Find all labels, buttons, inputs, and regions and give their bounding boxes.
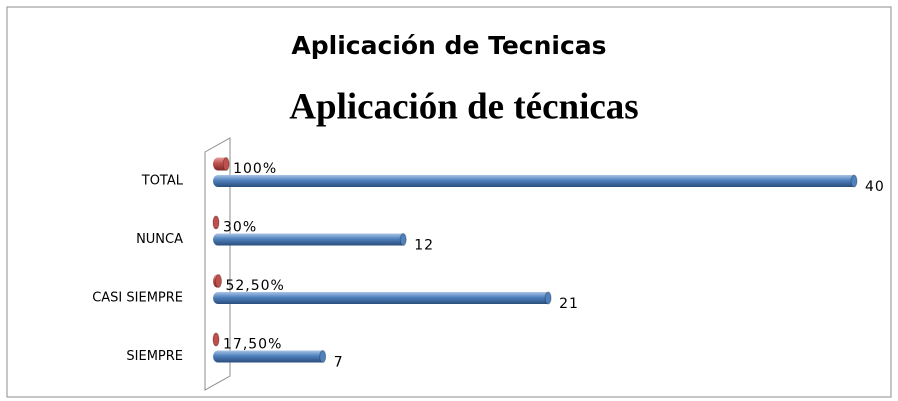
bar-cap bbox=[319, 350, 327, 363]
bar bbox=[213, 292, 552, 304]
data-label: 21 bbox=[559, 296, 579, 312]
data-label: 17,50% bbox=[223, 337, 282, 353]
chart-frame bbox=[6, 6, 892, 398]
chart-title: Aplicación de Tecnicas bbox=[291, 31, 606, 60]
bar-cap bbox=[212, 215, 220, 230]
data-label: 52,50% bbox=[225, 278, 284, 294]
data-label: 30% bbox=[223, 220, 257, 236]
y-tick-label: NUNCA bbox=[136, 232, 183, 247]
bar-cap bbox=[850, 174, 858, 188]
data-label: 100% bbox=[233, 161, 277, 177]
bar bbox=[213, 350, 326, 363]
bar-cap bbox=[214, 274, 222, 288]
y-tick-label: SIEMPRE bbox=[126, 349, 183, 364]
axis-wall bbox=[204, 137, 231, 391]
data-label: 12 bbox=[414, 238, 434, 254]
y-tick-label: CASI SIEMPRE bbox=[92, 291, 183, 306]
bar-cap bbox=[222, 157, 230, 171]
bar-cap bbox=[399, 233, 407, 246]
bar-cap bbox=[212, 332, 220, 347]
bar bbox=[213, 175, 857, 187]
bar-cap bbox=[544, 291, 552, 305]
data-label: 40 bbox=[865, 179, 885, 195]
y-tick-label: TOTAL bbox=[141, 174, 184, 189]
chart-subtitle: Aplicación de técnicas bbox=[289, 86, 638, 127]
bar bbox=[213, 233, 407, 246]
data-label: 7 bbox=[334, 355, 344, 371]
